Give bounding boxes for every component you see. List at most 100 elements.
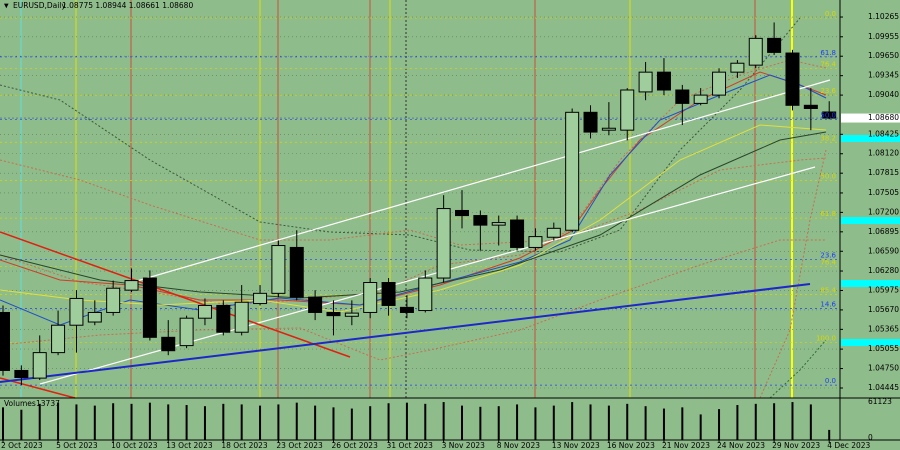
last-price-box <box>841 113 900 123</box>
candle-body <box>124 280 139 291</box>
candle-body <box>106 287 121 313</box>
fib-label: 61.8 <box>820 49 836 57</box>
y-tick-label: 1.05365 <box>868 324 899 333</box>
candle-body <box>620 89 635 131</box>
candle-body <box>528 236 543 248</box>
x-tick-label: 2 Oct 2023 <box>1 441 43 450</box>
volume-tick-label: 61123 <box>868 397 892 406</box>
candle-body <box>344 312 359 317</box>
candle-body <box>32 352 47 379</box>
fib-label: 76.4 <box>820 60 836 68</box>
fib-label: 23.6 <box>820 252 836 260</box>
fib-label: 0.0 <box>825 377 836 385</box>
candle-body <box>730 62 745 73</box>
candle-body <box>491 222 506 226</box>
candle-body <box>308 296 323 313</box>
candle-body <box>197 304 212 319</box>
y-tick-label: 1.07815 <box>868 168 899 177</box>
candle-body <box>289 246 304 298</box>
band-line <box>0 239 826 361</box>
candle-body <box>216 304 231 333</box>
fib-label: 100.0 <box>816 334 836 342</box>
candle-body <box>510 219 525 248</box>
axis-marker <box>841 135 900 142</box>
candle-body <box>712 71 727 96</box>
y-tick-label: 1.07505 <box>868 188 899 197</box>
fib-label: 50.0 <box>820 111 836 119</box>
candle-body <box>675 89 690 104</box>
fib-label: 14.6 <box>820 301 836 309</box>
x-tick-label: 24 Nov 2023 <box>717 441 765 450</box>
header-arrow: ▼ <box>4 3 9 10</box>
candle-body <box>638 71 653 93</box>
x-tick-label: 4 Dec 2023 <box>827 441 870 450</box>
candles <box>0 22 837 440</box>
y-tick-label: 1.09040 <box>868 90 899 99</box>
band-line <box>759 149 827 399</box>
candle-body <box>326 311 341 317</box>
axis-labels: 1.10265 1.09955 1.09650 1.09345 1.09040 1.084… <box>1 10 900 450</box>
y-tick-label: 1.05055 <box>868 344 899 353</box>
axis-markers <box>841 135 900 346</box>
trend-line <box>129 79 831 284</box>
band-line <box>0 157 827 246</box>
candle-body <box>565 111 580 231</box>
axis-marker <box>841 217 900 224</box>
fib-label: 50.0 <box>820 173 836 181</box>
candle-body <box>179 317 194 347</box>
y-tick-label: 1.09955 <box>868 32 899 41</box>
band-line <box>0 59 827 306</box>
candle-body <box>583 111 598 133</box>
candle-body <box>14 369 29 378</box>
header-ohlc: 1.08775 1.08944 1.08661 1.08680 <box>62 1 193 10</box>
y-tick-label: 1.09650 <box>868 51 899 60</box>
y-tick-label: 1.04750 <box>868 364 899 373</box>
ma-line <box>0 124 827 313</box>
y-tick-label: 1.05975 <box>868 285 899 294</box>
candle-body <box>601 127 616 131</box>
volume-last: 13737 <box>36 399 60 408</box>
x-tick-label: 5 Oct 2023 <box>56 441 98 450</box>
fib-label: 61.8 <box>820 210 836 218</box>
candle-body <box>399 306 414 313</box>
volume-tick-label: 0 <box>868 433 873 442</box>
x-tick-label: 18 Oct 2023 <box>221 441 268 450</box>
candle-body <box>785 52 800 106</box>
y-tick-label: 1.04445 <box>868 383 899 392</box>
candle-body <box>87 311 102 323</box>
y-tick-label: 1.06590 <box>868 246 899 255</box>
candle-body <box>473 215 488 226</box>
candle-body <box>418 277 433 312</box>
band-line <box>769 339 827 399</box>
y-tick-label: 1.06280 <box>868 266 899 275</box>
y-tick-label: 1.10265 <box>868 12 899 21</box>
candle-body <box>161 336 176 352</box>
candle-body <box>234 301 249 333</box>
header-symbol: EURUSD,Daily <box>13 1 66 10</box>
candle-body <box>803 104 818 109</box>
candle-body <box>0 311 10 371</box>
fib-label: 23.6 <box>820 87 836 95</box>
candle-body <box>822 111 837 119</box>
x-tick-label: 31 Oct 2023 <box>387 441 434 450</box>
candle-body <box>693 94 708 104</box>
grid <box>0 16 840 389</box>
y-tick-label: 1.08120 <box>868 149 899 158</box>
x-tick-label: 21 Nov 2023 <box>662 441 710 450</box>
candle-body <box>748 37 763 66</box>
candle-body <box>767 37 782 53</box>
candle-body <box>253 292 268 305</box>
candle-body <box>656 71 671 91</box>
candle-body <box>142 277 157 338</box>
fib-label: 85.4 <box>820 287 836 295</box>
y-tick-label: 1.05670 <box>868 305 899 314</box>
y-tick-label: 1.07200 <box>868 207 899 216</box>
candle-body <box>436 208 451 279</box>
axis-marker <box>841 339 900 346</box>
candle-body <box>363 282 378 313</box>
candle-body <box>546 227 561 238</box>
y-tick-label: 1.06895 <box>868 227 899 236</box>
axis-marker <box>841 280 900 287</box>
candle-body <box>455 209 469 217</box>
